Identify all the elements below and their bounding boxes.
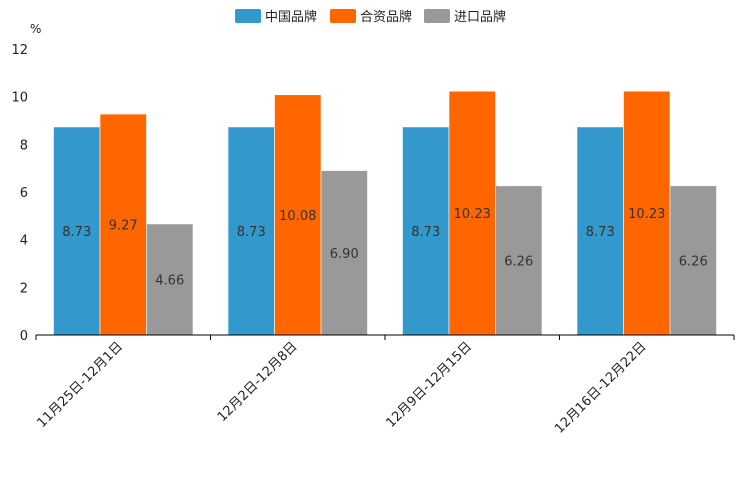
legend-swatch [424,9,450,23]
bar [320,170,368,336]
y-tick-label: 12 [11,43,28,58]
bar [669,185,717,336]
y-tick-label: 8 [20,138,28,153]
bar-value-label: 10.23 [628,207,665,222]
y-axis-unit-label: % [30,22,41,36]
bar [227,126,275,336]
legend-swatch [330,9,356,23]
y-tick-label: 6 [20,186,28,201]
bar [274,94,322,336]
legend-swatch [235,9,261,23]
bars [53,90,717,336]
x-tick-label: 12月16日-12月22日 [552,339,649,436]
y-tick-label: 10 [11,91,28,106]
bar [53,126,101,336]
y-tick-label: 2 [20,281,28,296]
bar-value-label: 6.26 [504,254,533,269]
bar-value-label: 8.73 [62,225,91,240]
bar-value-label: 8.73 [586,225,615,240]
bar-value-label: 8.73 [237,225,266,240]
bar [99,113,147,336]
y-axis-ticks: 0 2 4 6 8 10 12 [11,43,28,344]
y-tick-label: 0 [20,329,28,344]
bar-value-label: 10.08 [279,209,316,224]
legend: 中国品牌 合资品牌 进口品牌 [235,9,506,25]
legend-label: 进口品牌 [454,9,506,25]
bar-value-label: 6.26 [679,254,708,269]
x-tick-label: 11月25日-12月1日 [34,339,126,431]
bar-value-label: 8.73 [411,225,440,240]
x-axis: 11月25日-12月1日 12月2日-12月8日 12月9日-12月15日 12月16… [34,334,735,437]
bar-value-label: 10.23 [454,207,491,222]
bar [576,126,624,336]
y-tick-label: 4 [20,234,28,249]
bar [495,185,543,336]
legend-label: 中国品牌 [265,9,317,25]
x-tick-label: 12月2日-12月8日 [215,339,301,425]
x-tick-label: 12月9日-12月15日 [383,339,475,431]
bar-value-label: 6.90 [330,247,359,262]
bar-value-label: 9.27 [109,219,138,234]
bar-data-labels: 8.73 8.73 8.73 8.73 9.27 10.08 10.23 10.23 4.66 6… [62,207,707,288]
bar-value-label: 4.66 [155,273,184,288]
bar [623,90,671,336]
legend-label: 合资品牌 [360,9,412,25]
bar [402,126,450,336]
